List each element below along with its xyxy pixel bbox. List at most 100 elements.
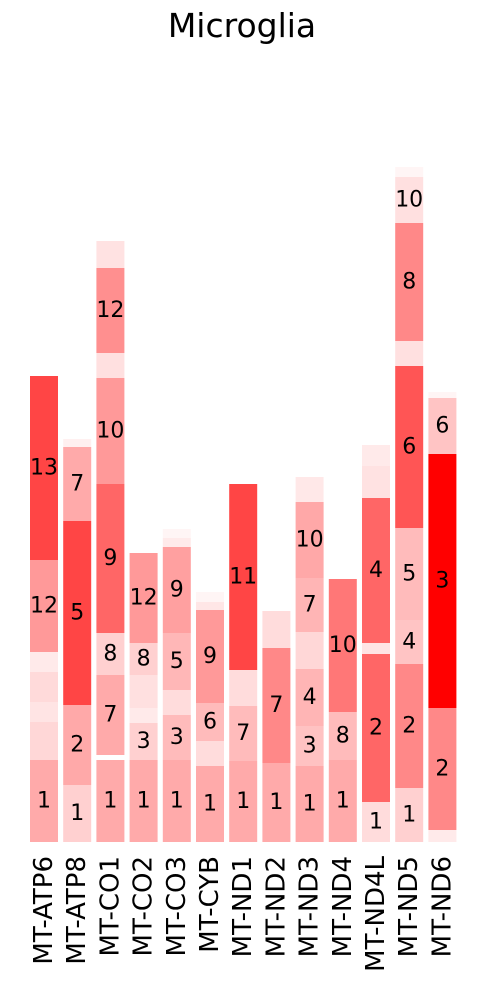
segment-label: 1 [103,789,117,814]
segment-label: 7 [303,593,317,618]
bar-segment [63,447,92,521]
bar-segment [229,484,258,670]
bar-segment [362,445,390,466]
segment-label: 4 [402,630,416,655]
bar-segment [129,553,158,643]
bar-segment [295,502,324,578]
bar-segment [295,632,324,669]
segment-label: 1 [303,792,317,817]
bar-segment [30,722,58,760]
segment-label: 5 [402,562,416,587]
bar-mt-nd6: 2 3 6 [428,392,457,842]
x-tick-label: MT-ND3 [295,856,325,957]
segment-label: 7 [269,693,283,718]
bar-segment [129,675,158,708]
segment-label: 5 [70,601,84,626]
bar-segment [328,760,357,842]
segment-label: 8 [402,270,416,295]
bar-segment [30,760,58,842]
x-tick-label: MT-ND6 [427,856,457,957]
segment-label: 1 [236,789,250,814]
segment-label: 1 [170,789,184,814]
segment-label: 1 [203,792,217,817]
segment-label: 1 [269,790,283,815]
segment-label: 3 [303,734,317,759]
segment-label: 9 [103,546,117,571]
bar-segment [362,466,390,498]
bar-segment [96,484,125,633]
bar-segment [30,376,58,560]
bar-segment [395,788,424,842]
bar-mt-nd2: 17 [262,611,291,842]
bar-segment [196,592,224,602]
bar-segment [295,766,324,842]
segment-label: 6 [203,710,217,735]
segment-label: 1 [336,789,350,814]
segment-label: 13 [30,456,58,481]
bar-segment [30,702,58,722]
bar-segment [395,620,424,664]
bar-mt-cyb: 1 6 9 [196,592,224,842]
segment-label: 3 [170,725,184,750]
bar-segment [395,177,424,223]
bar-segment [96,675,125,755]
bar-mt-nd4l: 1 2 4 [362,445,390,842]
bar-segment [162,547,191,633]
segment-label: 7 [103,703,117,728]
bar-segment [295,578,324,632]
bar-segment [295,669,324,726]
x-tick-label: MT-ND1 [228,856,258,957]
bar-segment [129,708,158,723]
segment-label: 11 [229,565,257,590]
segment-label: 12 [30,594,58,619]
x-tick-label: MT-ATP8 [62,856,92,965]
bar-segment [362,802,390,842]
segment-label: 3 [137,729,151,754]
segment-label: 9 [170,578,184,603]
bar-mt-nd3: 1 3 4 7 10 [295,477,324,842]
segment-label: 3 [435,569,449,594]
segment-label: 4 [303,685,317,710]
segment-label: 10 [96,419,124,444]
x-tick-label: MT-CO3 [162,856,192,956]
bar-segment [96,268,125,353]
bar-segment [129,760,158,842]
segment-label: 10 [329,633,357,658]
x-tick-label: MT-ND2 [261,856,291,957]
bar-segment [362,654,390,802]
segment-label: 12 [130,586,158,611]
x-tick-label: MT-CO2 [129,856,159,956]
x-tick-label: MT-ND4L [361,855,391,971]
bar-segment [428,708,457,830]
bar-segment [328,579,357,712]
segment-label: 9 [203,644,217,669]
bar-mt-co2: 1 3 8 12 [129,553,158,842]
segment-label: 2 [402,714,416,739]
bar-segment [428,454,457,708]
x-tick-label: MT-ATP6 [29,856,59,965]
segment-label: 2 [369,716,383,741]
bar-segment [96,378,125,484]
bar-segment [162,538,191,547]
segment-label: 4 [369,558,383,583]
bar-segment [162,529,191,538]
bar-segment [63,439,92,447]
bar-segment [229,761,258,842]
bar-segment [162,715,191,760]
segment-label: 7 [236,721,250,746]
bar-segment [362,643,390,654]
bar-segment [63,705,92,785]
segment-label: 1 [402,803,416,828]
segment-label: 5 [170,649,184,674]
bar-segment [162,690,191,715]
bar-segment [196,766,224,842]
segment-label: 1 [37,789,51,814]
bar-segment [428,830,457,842]
bar-segment [395,341,424,366]
bar-segment [196,602,224,610]
segment-label: 2 [435,757,449,782]
bar-mt-co1: 1 7 8 9 10 12 [96,241,124,842]
bar-segment [30,652,58,672]
bar-segment [395,366,424,528]
